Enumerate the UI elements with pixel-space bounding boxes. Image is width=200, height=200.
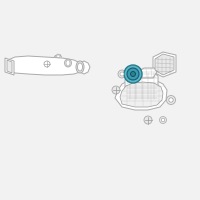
Ellipse shape xyxy=(66,60,70,66)
Polygon shape xyxy=(155,54,174,75)
Circle shape xyxy=(169,98,173,102)
Circle shape xyxy=(112,86,120,94)
Ellipse shape xyxy=(76,61,84,73)
Polygon shape xyxy=(120,82,163,107)
Polygon shape xyxy=(115,79,167,110)
Ellipse shape xyxy=(44,61,50,67)
Polygon shape xyxy=(125,72,158,100)
Polygon shape xyxy=(55,54,61,58)
Polygon shape xyxy=(7,60,12,73)
Circle shape xyxy=(166,96,176,104)
Circle shape xyxy=(144,116,152,124)
Polygon shape xyxy=(5,58,14,75)
Circle shape xyxy=(127,68,139,80)
Polygon shape xyxy=(138,68,157,78)
Ellipse shape xyxy=(78,63,83,71)
Polygon shape xyxy=(78,61,90,74)
Circle shape xyxy=(118,70,126,78)
Circle shape xyxy=(130,72,136,76)
Polygon shape xyxy=(8,56,82,75)
Circle shape xyxy=(124,65,142,83)
Circle shape xyxy=(160,116,166,123)
Ellipse shape xyxy=(64,59,72,67)
Polygon shape xyxy=(153,52,176,77)
Circle shape xyxy=(120,72,124,76)
Circle shape xyxy=(161,118,165,122)
